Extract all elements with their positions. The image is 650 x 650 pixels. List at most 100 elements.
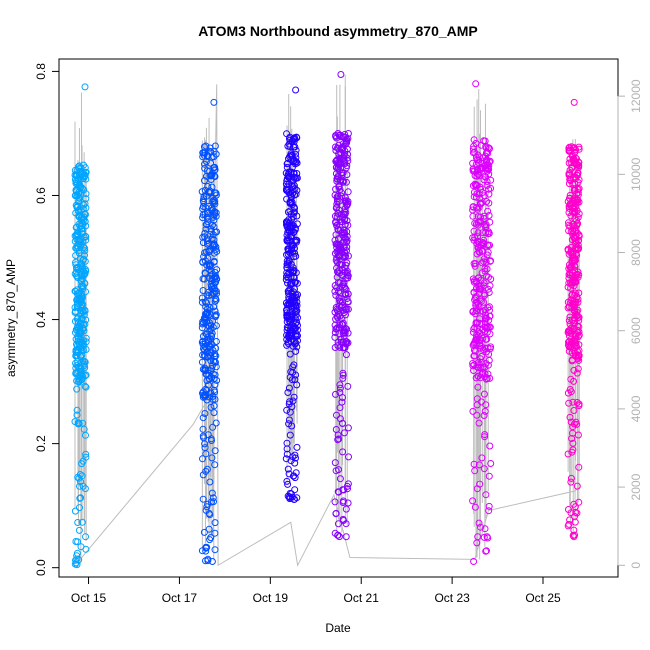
chart-title: ATOM3 Northbound asymmetry_870_AMP [198,23,478,39]
data-point [332,132,340,139]
series-3 [282,86,301,503]
data-point [73,385,81,393]
x-tick-label: Oct 19 [253,591,289,605]
data-point [567,474,575,482]
data-point [288,422,296,430]
data-point [285,470,293,478]
data-point [342,275,350,282]
data-point [209,361,217,369]
data-point [285,168,293,176]
data-point [81,168,89,176]
data-point [570,407,578,414]
data-point [474,205,482,213]
data-point [342,252,350,260]
data-point [79,482,87,490]
data-point [344,290,352,298]
data-point [290,361,298,369]
data-point [290,393,298,401]
data-point [199,425,207,433]
series-5 [469,80,495,565]
data-point [481,525,489,533]
data-point [475,519,483,527]
data-point [205,525,213,533]
data-point [210,223,218,231]
data-point [567,244,575,251]
data-point [333,244,341,252]
data-point [199,258,207,266]
data-point [199,495,207,503]
data-point [471,262,479,270]
data-point [480,465,488,473]
data-point [484,534,492,542]
data-point [75,213,83,221]
data-point [568,279,576,287]
data-point [293,133,300,141]
data-point [75,556,83,564]
data-point [337,261,345,269]
data-point [73,368,81,376]
data-point [201,164,209,172]
data-point [77,494,85,502]
data-point [343,145,351,153]
data-point [82,346,90,353]
data-point [284,250,292,258]
data-point [283,336,291,343]
data-point [333,221,341,229]
data-point [485,507,493,515]
data-point [294,321,301,329]
data-point [206,310,214,318]
data-point [205,202,213,210]
data-point [574,178,582,186]
data-point [288,137,296,145]
data-point [72,252,80,259]
data-point [573,369,581,377]
data-point [474,332,482,340]
data-point [206,263,214,271]
data-point [571,512,579,520]
data-point [292,150,300,158]
data-point [474,233,482,241]
data-point [340,429,348,437]
data-point [333,305,341,313]
data-point [482,142,490,150]
data-point [286,224,294,232]
data-point [472,80,480,88]
data-point [482,311,490,319]
data-point [292,190,300,198]
data-point [331,459,339,467]
data-point [572,227,579,234]
data-point [293,318,301,326]
data-point [574,354,582,362]
data-point [283,445,291,453]
data-point [75,335,82,343]
data-point [334,144,341,152]
data-point [565,338,573,346]
data-point [575,328,583,336]
data-point [291,486,299,494]
data-point [485,185,493,193]
data-point [342,505,350,513]
data-point [75,375,83,383]
data-point [485,170,493,178]
data-point [292,308,300,316]
data-point [471,172,479,180]
data-point [335,435,343,443]
data-point [474,170,482,178]
data-point [476,307,484,315]
data-point [341,194,349,202]
data-point [471,503,479,511]
data-point [341,284,349,292]
data-point [74,263,82,271]
data-point [343,162,351,170]
data-point [481,344,489,352]
data-point [335,533,343,541]
data-point [207,403,215,411]
data-point [470,460,478,468]
data-point [82,533,89,541]
data-point [289,183,297,191]
data-point [283,195,291,203]
data-point [200,528,208,536]
data-point [474,383,482,391]
